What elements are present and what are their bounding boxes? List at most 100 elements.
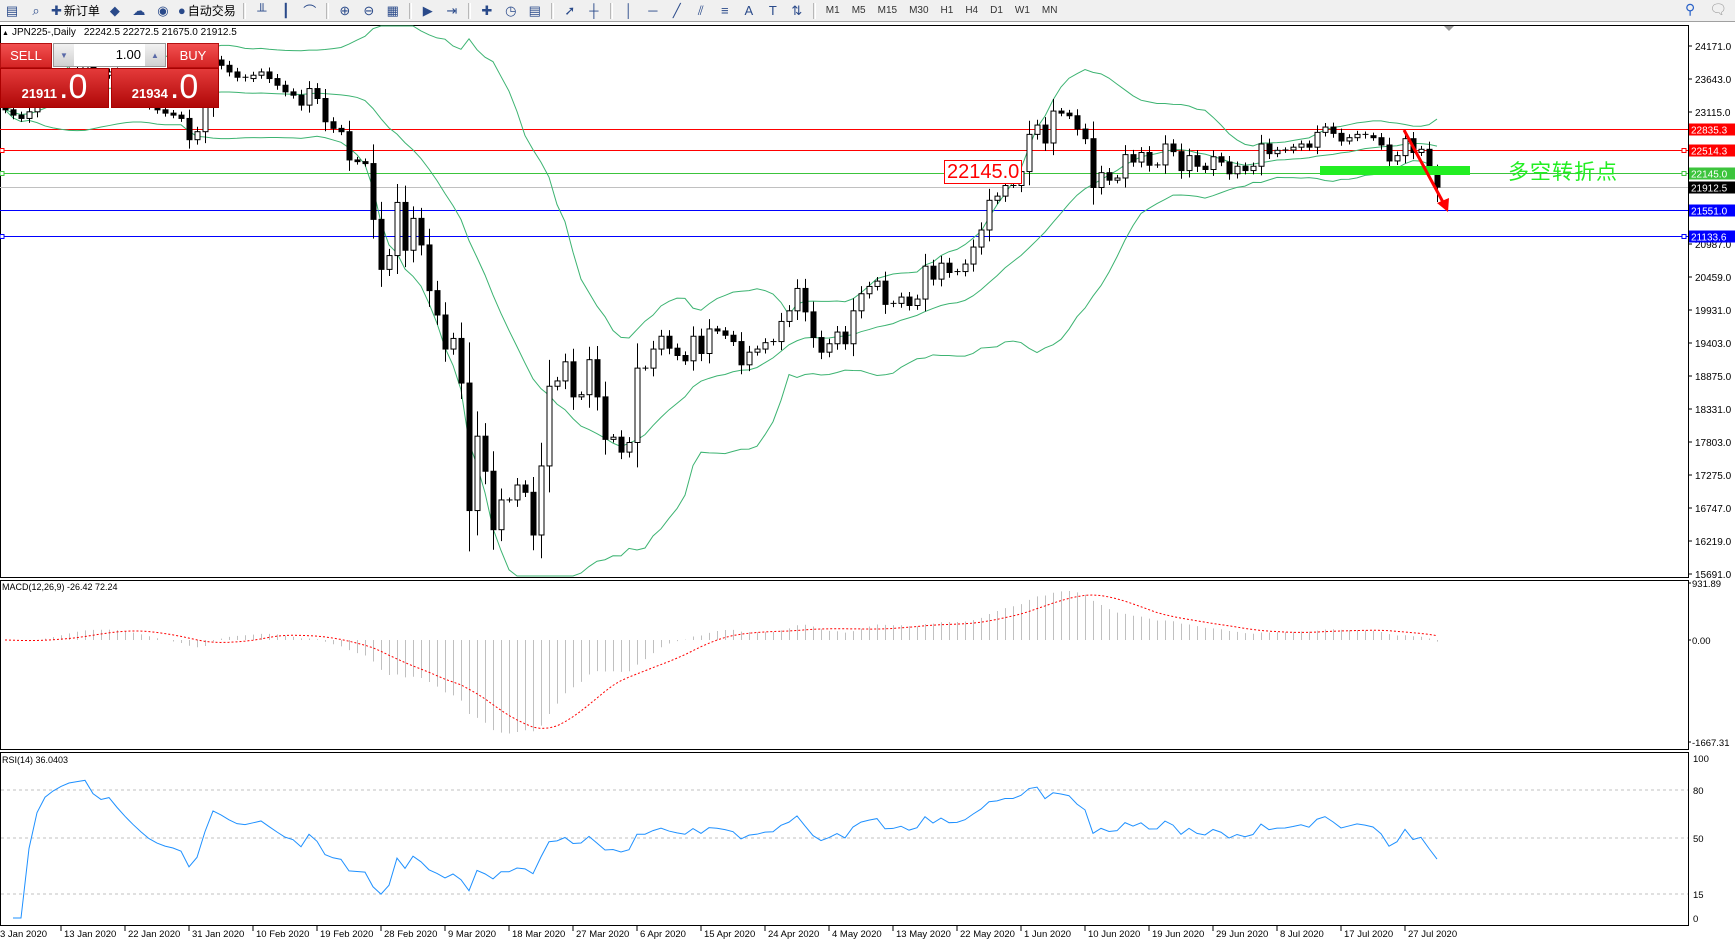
candle-body	[1114, 177, 1121, 181]
candle	[1394, 151, 1401, 166]
timeframe-mn[interactable]: MN	[1041, 5, 1058, 16]
candle-body	[1186, 155, 1193, 172]
lot-size-stepper[interactable]: ▼ 1.00 ▲	[53, 43, 166, 67]
down-arrow-line	[1402, 129, 1446, 205]
candle-body	[1290, 146, 1297, 151]
rsi-line	[13, 779, 1438, 919]
lot-increase-icon[interactable]: ▲	[145, 44, 165, 66]
candle-body	[882, 280, 889, 305]
text-label-button[interactable]: T	[761, 1, 785, 21]
zoom-in-button[interactable]: ⊕	[333, 1, 357, 21]
collapse-triangle-icon[interactable]: ▲	[2, 30, 9, 37]
candle	[946, 257, 953, 278]
candle-body	[234, 71, 241, 78]
candle-body	[1098, 172, 1105, 188]
cursor-button[interactable]: ➚	[558, 1, 582, 21]
candle-body	[554, 380, 561, 387]
tile-windows-button[interactable]: ▦	[381, 1, 405, 21]
timeframe-m1[interactable]: M1	[825, 5, 840, 16]
bar-chart-button[interactable]: ╨	[250, 1, 274, 21]
timeframe-w1[interactable]: W1	[1014, 5, 1030, 16]
sell-price-button[interactable]: 21911.0	[0, 68, 109, 108]
candle-body	[658, 335, 665, 350]
lot-decrease-icon[interactable]: ▼	[54, 44, 74, 66]
candle-body	[306, 88, 313, 106]
candlestick-button[interactable]: ┃	[274, 1, 298, 21]
candle-body	[850, 310, 857, 345]
price-axis-label: 24171.0	[1695, 42, 1732, 53]
sell-price-main: 21911	[21, 86, 58, 101]
time-axis-label: 13 May 2020	[896, 929, 951, 940]
candle-body	[602, 396, 609, 440]
candle-body	[410, 217, 417, 251]
text-button[interactable]: A	[737, 1, 761, 21]
candle-body	[1026, 133, 1033, 173]
candle	[1026, 120, 1033, 186]
auto-scroll-button[interactable]: ▶	[416, 1, 440, 21]
candle-body	[1402, 138, 1409, 157]
autotrading-button[interactable]: ● 自动交易	[175, 1, 239, 21]
level-anchor-handle	[0, 148, 5, 153]
toolbar-items: ▤ ⌕ ✚ 新订单 ◆ ☁ ◉ ● 自动交易 ╨ ┃ ⌒ ⊕ ⊖ ▦ ▶ ⇥ ✚ ◷ ▤ ➚ ┼ │ ─ ╱ ⫽ ≡ A T ⇅	[0, 1, 820, 21]
horizontal-line-button[interactable]: ─	[641, 1, 665, 21]
candle	[1114, 174, 1121, 184]
candle-body	[1226, 161, 1233, 175]
indicators-button[interactable]: ✚	[475, 1, 499, 21]
zoom-out-button[interactable]: ⊖	[357, 1, 381, 21]
new-order-button[interactable]: ✚ 新订单	[48, 1, 103, 21]
time-axis-label: 4 May 2020	[832, 929, 882, 940]
candle	[802, 278, 809, 322]
timeframe-h1[interactable]: H1	[940, 5, 954, 16]
crosshair-button[interactable]: ┼	[582, 1, 606, 21]
templates-button[interactable]: ▤	[523, 1, 547, 21]
macd-axis-label: -1667.31	[1692, 738, 1730, 749]
toolbar-label: 新订单	[63, 4, 100, 18]
signal-icon: ◉	[157, 2, 169, 18]
candle	[530, 477, 537, 551]
timeframe-h4[interactable]: H4	[965, 5, 979, 16]
candle-body	[634, 367, 641, 443]
trendline-button[interactable]: ╱	[665, 1, 689, 21]
candle	[730, 330, 737, 346]
macd-label: MACD(12,26,9) -26.42 72.24	[2, 582, 118, 592]
sell-button[interactable]: SELL	[0, 43, 52, 68]
timeframe-d1[interactable]: D1	[990, 5, 1003, 16]
candle-body	[498, 499, 505, 531]
arrows-button[interactable]: ⇅	[785, 1, 809, 21]
candle-body	[170, 112, 177, 116]
periods-button[interactable]: ◷	[499, 1, 523, 21]
vertical-line-button[interactable]: │	[617, 1, 641, 21]
equidistant-channel-button[interactable]: ⫽	[689, 1, 713, 21]
timeframe-m30[interactable]: M30	[909, 5, 929, 16]
timeframe-m15[interactable]: M15	[877, 5, 898, 16]
zoom-window-button[interactable]: ⌕	[24, 1, 48, 21]
candle	[826, 338, 833, 358]
candle-body	[938, 262, 945, 280]
line-chart-button[interactable]: ⌒	[298, 1, 322, 21]
buy-price-button[interactable]: 21934.0	[111, 68, 219, 108]
buy-button[interactable]: BUY	[167, 43, 219, 68]
candle-body	[530, 491, 537, 536]
price-level-tag	[1689, 204, 1735, 217]
new-chart-button[interactable]: ▤	[0, 1, 24, 21]
fibonacci-button[interactable]: ≡	[713, 1, 737, 21]
candle-body	[1330, 126, 1337, 134]
chat-icon[interactable]: 🗨	[1709, 1, 1727, 17]
candle	[1266, 138, 1273, 160]
candle	[882, 271, 889, 314]
history-center-button[interactable]: ☁	[127, 1, 151, 21]
price-level-text-label[interactable]: 22145.0	[944, 160, 1023, 184]
candle-body	[1146, 152, 1153, 166]
signal-button[interactable]: ◉	[151, 1, 175, 21]
lot-size-input[interactable]: 1.00	[74, 44, 145, 66]
candle-body	[986, 199, 993, 231]
timeframe-m5[interactable]: M5	[851, 5, 866, 16]
candle	[810, 301, 817, 348]
search-icon[interactable]: ⚲	[1684, 1, 1696, 17]
candle-body	[474, 435, 481, 512]
reversal-point-annotation[interactable]: 多空转折点	[1508, 160, 1618, 184]
gold-bar-button[interactable]: ◆	[103, 1, 127, 21]
chart-shift-button[interactable]: ⇥	[440, 1, 464, 21]
candle-body	[514, 484, 521, 501]
